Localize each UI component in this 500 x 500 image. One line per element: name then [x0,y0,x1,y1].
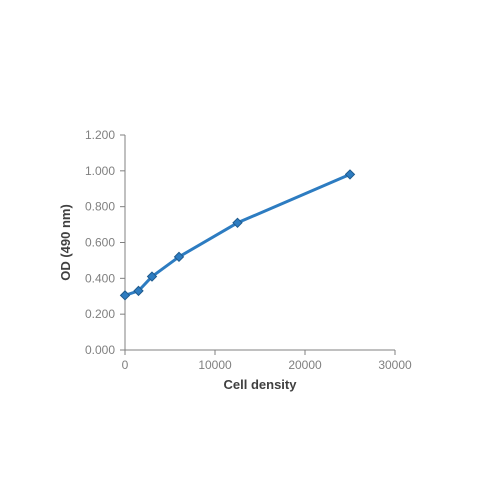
x-tick-label: 10000 [198,358,232,372]
line-chart: 0.000 0.200 0.400 0.600 0.800 1.000 1.200 0 1000… [0,0,500,500]
x-tick-label: 0 [122,358,129,372]
y-tick-label: 0.800 [85,200,115,214]
y-axis-label: OD (490 nm) [58,204,73,281]
x-axis-label: Cell density [224,377,298,392]
chart-bg [0,0,500,500]
y-tick-label: 1.200 [85,128,115,142]
y-tick-label: 0.400 [85,271,115,285]
y-tick-label: 0.600 [85,236,115,250]
x-tick-label: 30000 [378,358,412,372]
y-tick-label: 1.000 [85,164,115,178]
chart-container: 0.000 0.200 0.400 0.600 0.800 1.000 1.200 0 1000… [0,0,500,500]
x-tick-label: 20000 [288,358,322,372]
y-tick-label: 0.000 [85,343,115,357]
y-tick-label: 0.200 [85,307,115,321]
